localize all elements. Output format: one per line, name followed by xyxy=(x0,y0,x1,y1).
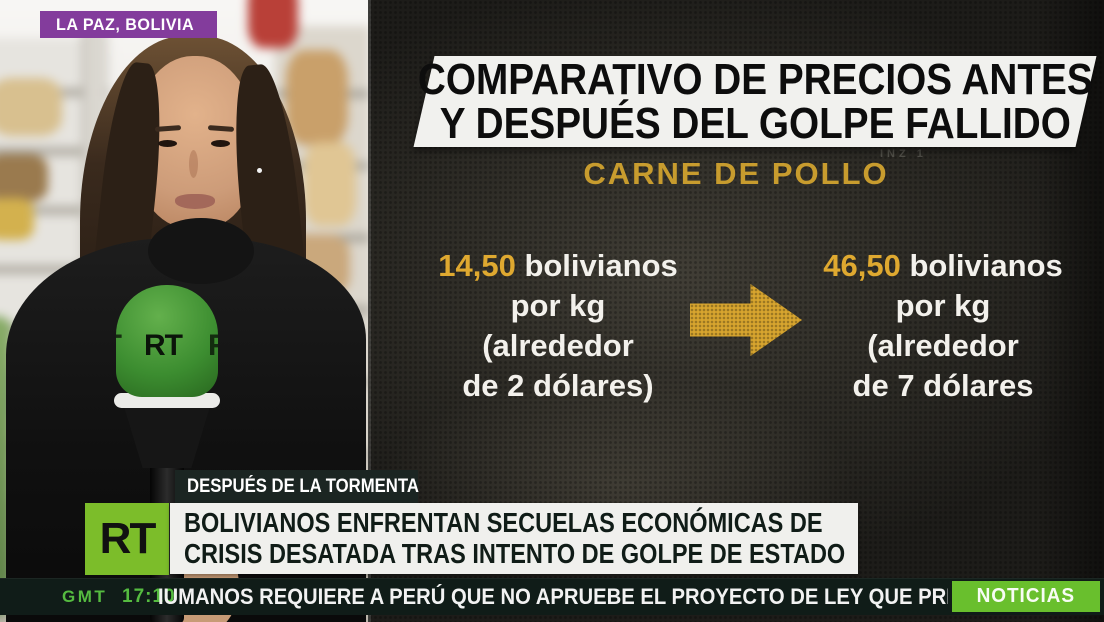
product-blob xyxy=(0,198,34,240)
mic-brand-partial-left: RT xyxy=(116,329,122,363)
noticias-label: NOTICIAS xyxy=(976,585,1076,607)
price-before-unit: bolivianos xyxy=(524,248,678,283)
title-line-1: COMPARATIVO DE PRECIOS ANTES xyxy=(417,54,1093,104)
eye-right xyxy=(211,140,230,147)
location-badge-label: LA PAZ, BOLIVIA xyxy=(56,14,195,34)
price-before: 14,50 bolivianos por kg (alrededor de 2 … xyxy=(398,246,718,406)
headline-line-2: CRISIS DESATADA TRAS INTENTO DE GOLPE DE… xyxy=(184,538,846,569)
product-blob xyxy=(304,142,356,226)
infographic-title: COMPARATIVO DE PRECIOS ANTES Y DESPUÉS D… xyxy=(417,54,1093,148)
news-ticker: GMT 17:10 IUMANOS REQUIERE A PERÚ QUE NO… xyxy=(0,578,1104,615)
price-after: 46,50 bolivianos por kg (alrededor de 7 … xyxy=(783,246,1103,406)
kicker-label: DESPUÉS DE LA TORMENTA xyxy=(187,475,419,497)
title-line-2: Y DESPUÉS DEL GOLPE FALLIDO xyxy=(439,98,1071,148)
price-before-line2: por kg xyxy=(510,288,606,323)
infographic-title-banner: COMPARATIVO DE PRECIOS ANTES Y DESPUÉS D… xyxy=(413,54,1097,148)
price-after-line3: (alrededor xyxy=(867,328,1019,363)
nose-shadow xyxy=(189,150,198,178)
price-after-line4: de 7 dólares xyxy=(852,368,1034,403)
ticker-text-wrap: IUMANOS REQUIERE A PERÚ QUE NO APRUEBE E… xyxy=(158,579,948,615)
ticker-clipped-char: I xyxy=(158,584,164,609)
product-blob xyxy=(0,154,48,202)
price-after-unit: bolivianos xyxy=(909,248,1063,283)
background-faint-text: INZ 1 xyxy=(880,148,927,160)
price-after-line1: 46,50 bolivianos xyxy=(783,246,1103,286)
eye-left xyxy=(158,140,177,147)
ticker-text: IUMANOS REQUIERE A PERÚ QUE NO APRUEBE E… xyxy=(158,579,948,615)
reporter-video: RT RT RT LA PAZ, BOLIVIA xyxy=(0,0,368,622)
earring xyxy=(257,168,262,173)
price-before-amount: 14,50 xyxy=(438,248,516,283)
price-before-line3: (alrededor xyxy=(482,328,634,363)
headline-banner: BOLIVIANOS ENFRENTAN SECUELAS ECONÓMICAS… xyxy=(170,503,858,574)
product-blob xyxy=(248,0,298,48)
lips xyxy=(175,194,215,209)
noticias-badge: NOTICIAS xyxy=(952,581,1100,612)
headline-text: BOLIVIANOS ENFRENTAN SECUELAS ECONÓMICAS… xyxy=(184,507,846,569)
product-title: CARNE DE POLLO xyxy=(583,156,889,191)
clock-time: 17:10 xyxy=(122,586,176,607)
location-badge: LA PAZ, BOLIVIA xyxy=(40,11,218,38)
product-blob xyxy=(0,78,62,136)
mic-cup xyxy=(123,406,211,468)
price-after-amount: 46,50 xyxy=(823,248,901,283)
gmt-label: GMT xyxy=(62,587,108,606)
pane-edge-highlight xyxy=(368,0,371,622)
price-before-line1: 14,50 bolivianos xyxy=(398,246,718,286)
ticker-headline: UMANOS REQUIERE A PERÚ QUE NO APRUEBE EL… xyxy=(163,584,948,609)
product-blob xyxy=(286,50,348,145)
price-after-line2: por kg xyxy=(895,288,991,323)
mic-foam: RT RT RT xyxy=(116,285,218,397)
mic-brand-label: RT xyxy=(144,329,183,362)
price-before-line4: de 2 dólares) xyxy=(462,368,654,403)
kicker-bar: DESPUÉS DE LA TORMENTA xyxy=(175,470,419,503)
rt-logo: RT xyxy=(85,503,169,575)
headline-line-1: BOLIVIANOS ENFRENTAN SECUELAS ECONÓMICAS… xyxy=(184,507,823,538)
rt-logo-text: RT xyxy=(99,514,157,563)
mic-brand-partial-right: RT xyxy=(208,329,218,363)
turtleneck-collar xyxy=(148,218,254,284)
